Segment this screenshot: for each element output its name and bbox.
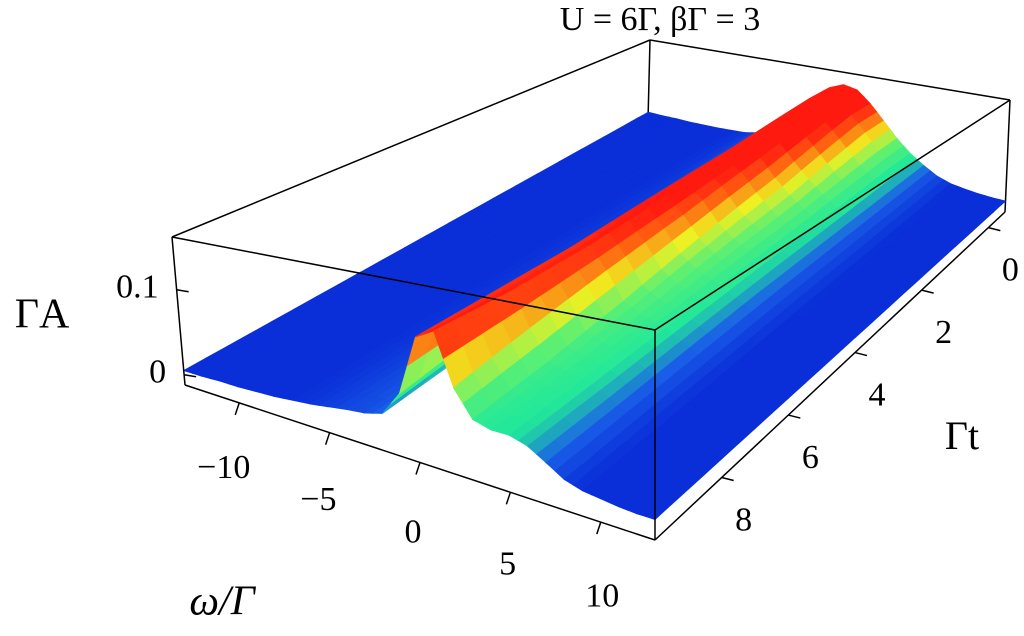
x-tick-label: −10 <box>197 449 250 486</box>
chart-title: U = 6Γ, βΓ = 3 <box>560 1 760 38</box>
x-tick <box>596 521 602 535</box>
box-edge <box>171 236 186 386</box>
x-tick-label: 0 <box>405 513 422 550</box>
y-tick <box>921 289 934 294</box>
box-front <box>171 99 1011 541</box>
box-edge <box>171 236 656 331</box>
box-back <box>171 39 1011 238</box>
y-tick <box>788 414 801 419</box>
x-tick-label: 10 <box>585 578 619 615</box>
y-tick-label: 4 <box>869 376 886 413</box>
box-edge <box>171 39 651 238</box>
y-tick-label: 2 <box>935 314 952 351</box>
z-axis-label: ΓA <box>15 292 70 338</box>
z-tick <box>183 374 197 378</box>
y-tick <box>721 476 734 482</box>
z-tick-label: 0.1 <box>116 269 159 306</box>
y-tick <box>854 351 868 357</box>
x-tick-label: 5 <box>499 545 516 582</box>
y-tick <box>988 226 1001 232</box>
box-edge <box>1004 99 1011 213</box>
box-edge <box>654 211 1006 541</box>
box-edge <box>647 39 651 121</box>
x-axis-label: ω/Γ <box>189 579 256 625</box>
z-tick-label: 0 <box>149 354 166 391</box>
x-tick <box>234 402 240 416</box>
box-edge <box>649 39 1011 101</box>
y-tick-label: 6 <box>802 439 819 476</box>
x-tick-label: −5 <box>300 481 336 518</box>
surface <box>182 84 1007 520</box>
x-tick <box>324 432 331 445</box>
y-tick-label: 8 <box>735 501 752 538</box>
box-edge <box>654 99 1011 331</box>
x-tick <box>505 492 512 505</box>
y-tick-label: 0 <box>1002 251 1019 288</box>
x-tick <box>415 462 421 475</box>
y-axis-label: Γt <box>945 413 979 458</box>
z-tick <box>176 288 189 293</box>
